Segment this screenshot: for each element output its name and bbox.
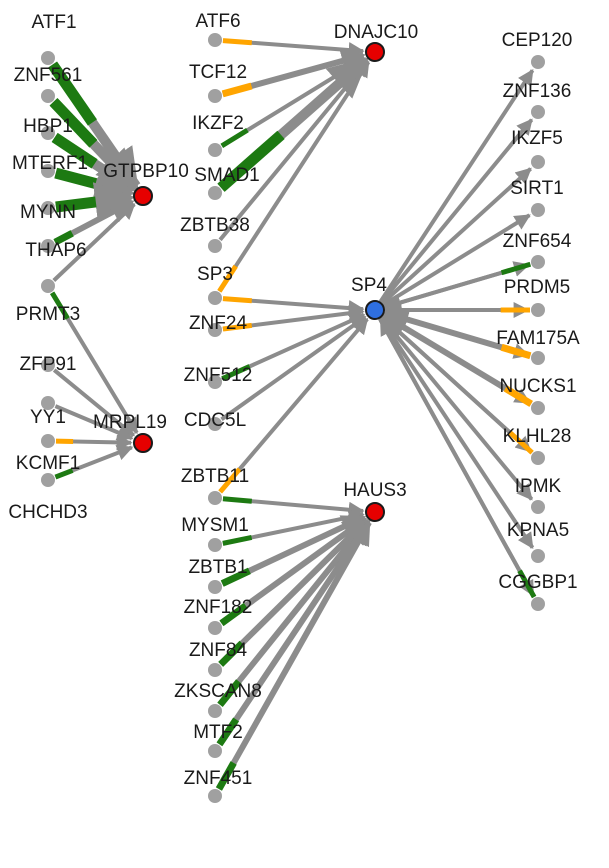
node-label-ikzf2: IKZF2: [192, 113, 244, 134]
node-cggbp1[interactable]: [531, 597, 545, 611]
edge-accent-green: [56, 173, 96, 184]
node-label-mtf2: MTF2: [193, 722, 243, 743]
node-label-kpna5: KPNA5: [507, 520, 569, 541]
node-label-znf451: ZNF451: [184, 768, 253, 789]
node-label-tcf12: TCF12: [189, 62, 247, 83]
node-chchd3[interactable]: [41, 473, 55, 487]
node-tcf12[interactable]: [208, 89, 222, 103]
edge-accent-green: [223, 499, 252, 502]
node-label-znf182: ZNF182: [184, 597, 253, 618]
node-label-atf6: ATF6: [195, 11, 240, 32]
node-label-fam175a: FAM175A: [496, 328, 580, 349]
edge-accent-orange: [223, 41, 252, 43]
node-label-yy1: YY1: [30, 407, 66, 428]
edge-sp3-to-sp4: [223, 299, 363, 310]
node-label-thap6: THAP6: [25, 240, 86, 261]
node-znf561[interactable]: [41, 89, 55, 103]
node-nucks1[interactable]: [531, 401, 545, 415]
node-label-zkscan8: ZKSCAN8: [174, 681, 262, 702]
node-ikzf2[interactable]: [208, 143, 222, 157]
node-label-chchd3: CHCHD3: [8, 502, 87, 523]
node-fam175a[interactable]: [531, 351, 545, 365]
edge-line: [381, 120, 531, 303]
node-smad1[interactable]: [208, 186, 222, 200]
node-label-gtpbp10: GTPBP10: [103, 161, 189, 182]
node-znf654[interactable]: [531, 255, 545, 269]
edge-accent-green: [223, 537, 252, 543]
node-label-mrpl19: MRPL19: [93, 412, 167, 433]
node-label-znf136: ZNF136: [503, 81, 572, 102]
node-label-haus3: HAUS3: [343, 480, 406, 501]
node-label-klhl28: KLHL28: [503, 426, 572, 447]
node-cep120[interactable]: [531, 55, 545, 69]
node-klhl28[interactable]: [531, 451, 545, 465]
edge-mtf2-to-haus3: [219, 522, 368, 744]
node-label-atf1: ATF1: [31, 12, 76, 33]
node-mysm1[interactable]: [208, 538, 222, 552]
node-label-znf654: ZNF654: [503, 231, 572, 252]
node-znf451[interactable]: [208, 789, 222, 803]
node-label-prdm5: PRDM5: [504, 277, 571, 298]
node-label-ikzf5: IKZF5: [511, 128, 563, 149]
node-kpna5[interactable]: [531, 549, 545, 563]
node-dnajc10[interactable]: [366, 43, 384, 61]
node-label-mynn: MYNN: [20, 202, 76, 223]
node-label-cdc5l: CDC5L: [184, 410, 246, 431]
node-label-znf84: ZNF84: [189, 640, 248, 661]
node-label-mterf1: MTERF1: [12, 153, 88, 174]
node-haus3[interactable]: [366, 503, 384, 521]
node-atf1[interactable]: [41, 51, 55, 65]
node-atf6[interactable]: [208, 33, 222, 47]
node-zbtb1[interactable]: [208, 580, 222, 594]
node-znf84[interactable]: [208, 663, 222, 677]
node-label-ipmk: IPMK: [515, 476, 562, 497]
node-prmt3[interactable]: [41, 279, 55, 293]
node-mtf2[interactable]: [208, 744, 222, 758]
node-sirt1[interactable]: [531, 203, 545, 217]
node-kcmf1[interactable]: [41, 434, 55, 448]
node-label-prmt3: PRMT3: [16, 304, 80, 325]
node-label-zbtb11: ZBTB11: [181, 466, 249, 487]
node-label-mysm1: MYSM1: [181, 515, 249, 536]
edge-sp4-to-znf136: [381, 120, 531, 303]
node-zbtb11[interactable]: [208, 491, 222, 505]
node-label-zbtb38: ZBTB38: [180, 215, 250, 236]
node-label-zfp91: ZFP91: [19, 354, 76, 375]
node-label-sp3: SP3: [197, 264, 233, 285]
node-zbtb38[interactable]: [208, 239, 222, 253]
node-label-znf24: ZNF24: [189, 313, 248, 334]
node-label-cep120: CEP120: [502, 30, 573, 51]
edge-zbtb11-to-haus3: [223, 499, 363, 511]
edge-accent-orange: [223, 86, 252, 94]
node-label-dnajc10: DNAJC10: [334, 22, 418, 43]
node-znf182[interactable]: [208, 621, 222, 635]
node-ikzf5[interactable]: [531, 155, 545, 169]
edge-line: [219, 522, 368, 744]
node-label-nucks1: NUCKS1: [499, 376, 576, 397]
edge-accent-green: [502, 264, 531, 272]
node-label-znf512: ZNF512: [184, 365, 253, 386]
node-zkscan8[interactable]: [208, 704, 222, 718]
node-label-kcmf1: KCMF1: [16, 453, 80, 474]
node-label-sirt1: SIRT1: [510, 178, 564, 199]
node-label-sp4: SP4: [351, 275, 387, 296]
node-sp4[interactable]: [366, 301, 384, 319]
node-sp3[interactable]: [208, 291, 222, 305]
node-ipmk[interactable]: [531, 500, 545, 514]
node-label-cggbp1: CGGBP1: [498, 572, 577, 593]
edge-kcmf1-to-mrpl19: [56, 441, 131, 443]
node-label-smad1: SMAD1: [194, 165, 259, 186]
node-gtpbp10[interactable]: [134, 187, 152, 205]
node-label-hbp1: HBP1: [23, 116, 73, 137]
node-label-zbtb1: ZBTB1: [188, 557, 247, 578]
node-mrpl19[interactable]: [134, 434, 152, 452]
node-znf136[interactable]: [531, 105, 545, 119]
node-prdm5[interactable]: [531, 303, 545, 317]
edge-accent-orange: [223, 299, 252, 301]
node-label-znf561: ZNF561: [14, 65, 83, 86]
